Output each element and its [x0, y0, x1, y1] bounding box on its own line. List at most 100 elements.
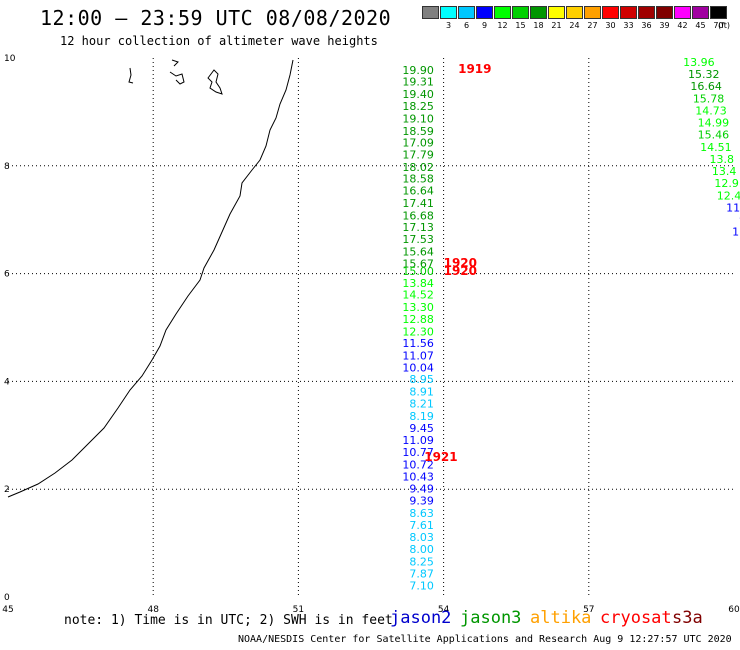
legend-item-jason3: jason3	[460, 608, 522, 628]
wave-height-value: 9.49	[409, 483, 434, 496]
wave-height-value: 17.41	[402, 197, 434, 210]
wave-height-value: 14.73	[695, 104, 727, 117]
color-swatch	[422, 6, 439, 19]
y-tick-label: 10	[4, 54, 16, 64]
wave-height-value: 8.00	[409, 543, 434, 556]
pass-time-label: 1920	[444, 264, 477, 278]
wave-height-value: 11.07	[402, 350, 434, 363]
color-scale-label: 30	[605, 21, 616, 30]
wave-height-value: 19.31	[402, 76, 434, 89]
color-swatch	[476, 6, 493, 19]
color-swatch	[692, 6, 709, 19]
x-tick-label: 60	[728, 605, 740, 615]
wave-height-value: 8.63	[409, 507, 434, 520]
wave-height-value: 11	[732, 226, 740, 239]
color-swatch	[638, 6, 655, 19]
wave-height-value: 7.87	[409, 567, 434, 580]
color-scale-label: 6	[463, 21, 470, 30]
wave-height-value: 11.09	[402, 434, 434, 447]
wave-height-value: 16.64	[690, 80, 722, 93]
y-tick-label: 8	[4, 162, 10, 172]
wave-height-value: 18.58	[402, 173, 434, 186]
legend-item-altika: altika	[530, 608, 592, 628]
color-swatch	[440, 6, 457, 19]
wave-height-value: 11.56	[402, 337, 434, 350]
color-scale-label: 3	[445, 21, 452, 30]
wave-height-value: 8.25	[409, 555, 434, 568]
color-scale-label: 42	[677, 21, 688, 30]
color-swatch	[494, 6, 511, 19]
x-tick-label: 54	[438, 605, 450, 615]
wave-height-value: 18.25	[402, 100, 434, 113]
wave-height-value: 12.4	[717, 189, 740, 202]
wave-height-value: 15.00	[402, 265, 434, 278]
wave-height-value: 11.	[726, 201, 740, 214]
wave-height-value: 8.91	[409, 386, 434, 399]
wave-height-value: 10.77	[402, 446, 434, 459]
map-title: 12:00 – 23:59 UTC 08/08/2020	[40, 6, 392, 30]
wave-height-value: 9.45	[409, 422, 434, 435]
color-swatch	[512, 6, 529, 19]
color-swatch	[674, 6, 691, 19]
wave-height-value: 10.72	[402, 458, 434, 471]
color-scale-label: 36	[641, 21, 652, 30]
wave-height-value: 16.64	[402, 185, 434, 198]
color-scale-bar: 3 6 9 12 15 18 21 24 27 30 33 36 39 42 45 70 (ft)	[422, 6, 731, 36]
map-subtitle: 12 hour collection of altimeter wave hei…	[60, 34, 378, 48]
color-scale-label: 9	[481, 21, 488, 30]
color-swatch	[530, 6, 547, 19]
footer-note: note: 1) Time is in UTC; 2) SWH is in fe…	[64, 613, 393, 628]
legend-item-s3a: s3a	[672, 608, 703, 628]
wave-height-value: 14.51	[700, 141, 732, 154]
wave-height-value: 15.32	[688, 68, 720, 81]
wave-height-value: 7.10	[409, 580, 434, 593]
pass-time-label: 1920	[444, 256, 477, 270]
color-swatch	[656, 6, 673, 19]
color-scale-label: 21	[551, 21, 562, 30]
color-swatch	[548, 6, 565, 19]
color-scale-label: 12	[497, 21, 508, 30]
wave-height-value: 18.02	[402, 161, 434, 174]
wave-height-value: 14.99	[698, 117, 730, 130]
x-tick-label: 48	[147, 605, 159, 615]
wave-height-value: 12.88	[402, 313, 434, 326]
color-swatch	[584, 6, 601, 19]
color-swatch	[620, 6, 637, 19]
wave-height-value: 17.53	[402, 233, 434, 246]
island-outline	[128, 67, 134, 84]
color-scale-label: 45	[695, 21, 706, 30]
grid-lines	[8, 58, 734, 597]
wave-height-value: 19.40	[402, 88, 434, 101]
wave-height-value: 8.03	[409, 531, 434, 544]
y-tick-label: 2	[4, 485, 10, 495]
y-tick-label: 0	[4, 593, 10, 603]
pass-time-label: 1921	[424, 450, 457, 464]
wave-height-value: 13.30	[402, 301, 434, 314]
color-scale-label: 18	[533, 21, 544, 30]
coastline	[7, 59, 294, 498]
footer-credit: NOAA/NESDIS Center for Satellite Applica…	[238, 634, 732, 645]
pass-time-label: 1919	[458, 62, 491, 76]
wave-height-value: 8.21	[409, 397, 434, 410]
color-scale-unit: (ft)	[718, 21, 731, 30]
island-outline	[207, 69, 223, 95]
wave-height-value: 7.61	[409, 519, 434, 532]
wave-height-values: 19.9019.3119.4018.2519.1018.5917.0917.79…	[402, 56, 740, 593]
color-scale-label: 24	[569, 21, 580, 30]
wave-height-value: 13.84	[402, 277, 434, 290]
wave-height-value: 13.96	[683, 56, 715, 69]
wave-height-value: 12.30	[402, 325, 434, 338]
color-scale-label: 27	[587, 21, 598, 30]
wave-height-value: 9.39	[409, 495, 434, 508]
wave-height-value: 14.52	[402, 289, 434, 302]
x-tick-label: 45	[2, 605, 13, 615]
color-swatch	[458, 6, 475, 19]
wave-height-value: 10.43	[402, 470, 434, 483]
color-swatch	[710, 6, 727, 19]
wave-height-value: 15.46	[698, 129, 730, 142]
axis-labels: 45 48 51 54 57 60 0 2 4 6 8 10	[2, 54, 740, 615]
wave-height-value: 15.64	[402, 246, 434, 259]
color-scale-label: 70	[713, 21, 724, 30]
